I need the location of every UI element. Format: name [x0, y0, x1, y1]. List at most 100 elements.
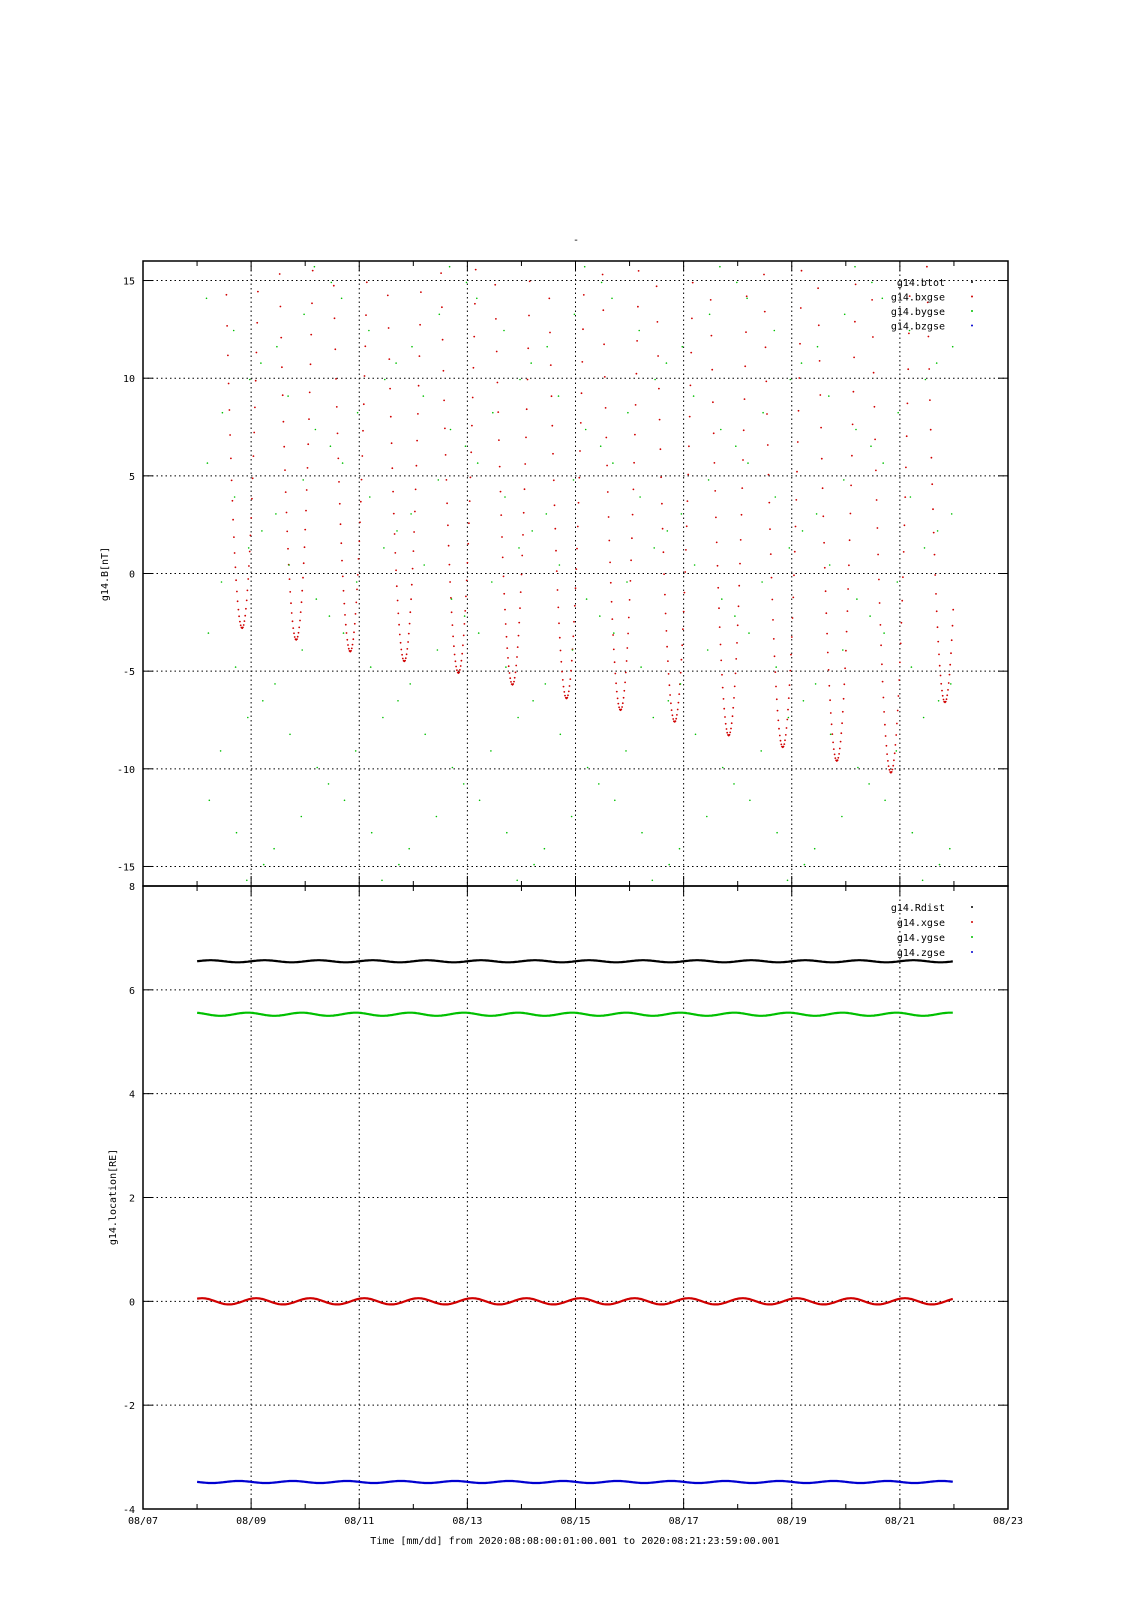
- bxgse-point: [563, 691, 566, 693]
- bygse-point: [936, 530, 939, 532]
- bxgse-point: [505, 635, 508, 638]
- bxgse-point: [881, 680, 884, 683]
- bxgse-point: [558, 622, 560, 625]
- bygse-point: [369, 496, 371, 498]
- bxgse-point: [335, 378, 337, 380]
- bxgse-point: [932, 531, 935, 534]
- bygse-point: [614, 799, 616, 802]
- bxgse-point: [945, 698, 948, 701]
- bxgse-point: [249, 534, 252, 537]
- bxgse-point: [935, 610, 938, 613]
- bxgse-point: [458, 671, 461, 674]
- bxgse-point: [661, 502, 663, 505]
- bygse-point: [911, 831, 914, 834]
- bxgse-point: [344, 623, 347, 626]
- legend-marker: [971, 936, 973, 938]
- bxgse-point: [452, 635, 454, 638]
- bygse-point: [828, 564, 831, 566]
- bxgse-point: [728, 733, 731, 736]
- bxgse-point: [233, 552, 236, 554]
- bxgse-point: [293, 632, 295, 635]
- bygse-point: [476, 297, 478, 300]
- bxgse-point: [907, 368, 910, 371]
- bygse-point: [680, 513, 683, 515]
- bxgse-point: [613, 661, 616, 664]
- bxgse-point: [887, 760, 889, 762]
- x-tick-label: 08/15: [560, 1516, 590, 1527]
- bxgse-point: [602, 309, 605, 312]
- bxgse-point: [397, 612, 400, 615]
- bxgse-point: [577, 501, 580, 504]
- bxgse-point: [669, 694, 671, 696]
- bygse-point: [383, 547, 385, 549]
- bxgse-point: [473, 335, 476, 338]
- panel-bottom-series: [196, 959, 953, 1485]
- bxgse-point: [560, 660, 563, 663]
- bygse-point: [626, 581, 628, 583]
- bygse-point: [301, 649, 304, 651]
- bxgse-point: [557, 606, 560, 609]
- y-tick-label: 4: [129, 1090, 135, 1101]
- bxgse-point: [766, 444, 769, 446]
- bxgse-point: [356, 588, 358, 591]
- bxgse-point: [790, 653, 792, 656]
- bxgse-point: [711, 368, 714, 371]
- y-tick-label: -5: [123, 667, 135, 678]
- bygse-point: [492, 411, 494, 414]
- bxgse-point: [362, 403, 365, 406]
- bxgse-point: [609, 561, 611, 564]
- y-tick-label: 6: [129, 986, 135, 997]
- bxgse-point: [686, 500, 689, 502]
- bxgse-point: [415, 464, 418, 467]
- bygse-point: [490, 750, 492, 752]
- bxgse-point: [334, 348, 337, 351]
- bxgse-point: [882, 696, 885, 699]
- bxgse-point: [736, 642, 738, 644]
- bygse-point: [559, 733, 562, 736]
- legend-marker: [971, 951, 973, 953]
- bxgse-point: [895, 734, 898, 736]
- bxgse-point: [579, 450, 581, 452]
- bygse-point: [274, 683, 276, 685]
- bygse-point: [531, 530, 533, 532]
- bygse-point: [719, 265, 721, 268]
- bxgse-point: [712, 432, 715, 435]
- bygse-point: [653, 547, 655, 549]
- bxgse-point: [308, 418, 310, 420]
- bygse-point: [829, 733, 832, 736]
- bxgse-point: [942, 698, 945, 701]
- bygse-point: [583, 265, 586, 268]
- bxgse-point: [612, 648, 615, 651]
- bygse-point: [343, 799, 346, 802]
- bxgse-point: [446, 502, 448, 505]
- series-ygse-line: [197, 1011, 953, 1017]
- bygse-point: [923, 547, 926, 549]
- bxgse-point: [783, 743, 786, 745]
- bygse-point: [884, 799, 886, 802]
- bygse-point: [787, 716, 790, 719]
- bxgse-point: [610, 600, 613, 603]
- bxgse-point: [357, 558, 360, 560]
- bxgse-point: [732, 706, 735, 709]
- bxgse-point: [284, 491, 287, 493]
- bxgse-point: [665, 630, 668, 632]
- bxgse-point: [407, 641, 409, 643]
- bxgse-point: [676, 714, 678, 716]
- bygse-point: [288, 564, 290, 566]
- bxgse-point: [406, 648, 409, 650]
- bxgse-point: [854, 283, 857, 286]
- bxgse-point: [685, 525, 688, 528]
- bxgse-point: [897, 695, 900, 697]
- bxgse-point: [254, 379, 257, 382]
- bxgse-point: [926, 265, 928, 268]
- bygse-point: [786, 879, 789, 882]
- bxgse-point: [729, 731, 732, 734]
- bygse-point: [599, 445, 602, 448]
- panel-top-legend: g14.btot g14.bxgse g14.bygse g14.bzgse: [891, 278, 973, 333]
- bxgse-point: [359, 521, 361, 524]
- bxgse-point: [933, 553, 936, 556]
- bygse-point: [463, 615, 466, 617]
- bxgse-point: [893, 752, 896, 755]
- bygse-point: [260, 362, 262, 364]
- bxgse-point: [778, 727, 780, 730]
